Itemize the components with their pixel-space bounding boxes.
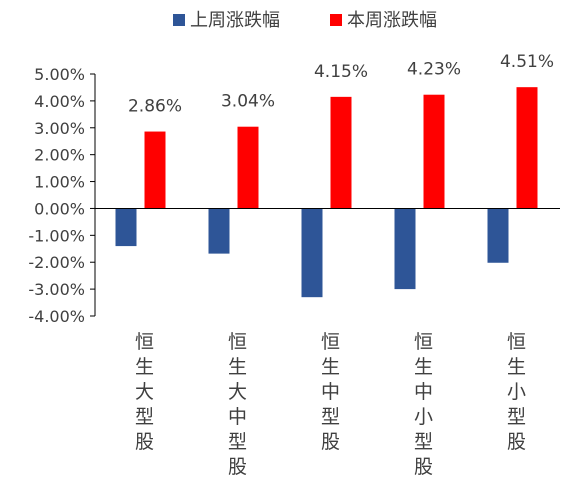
bar-this-week-2	[330, 96, 352, 209]
bar-this-week-1	[237, 126, 259, 209]
y-tick-label: -3.00%	[28, 280, 85, 299]
legend-swatch-last-week	[173, 14, 185, 26]
y-tick-label: 1.00%	[34, 173, 85, 192]
legend-label-this-week: 本周涨跌幅	[347, 10, 437, 31]
data-label-this-week-4: 4.51%	[500, 52, 554, 72]
y-tick-label: -4.00%	[28, 307, 85, 326]
x-category-label-3: 恒生中小型股	[414, 331, 433, 477]
bar-this-week-4	[516, 87, 538, 209]
bar-last-week-3	[394, 208, 416, 290]
y-tick-label: 5.00%	[34, 65, 85, 84]
legend-swatch-this-week	[330, 14, 342, 26]
legend-label-last-week: 上周涨跌幅	[190, 10, 280, 31]
y-tick-label: 0.00%	[34, 199, 85, 218]
y-tick-label: -2.00%	[28, 253, 85, 272]
data-label-this-week-3: 4.23%	[407, 60, 461, 80]
bar-this-week-3	[423, 94, 445, 209]
y-tick-label: 4.00%	[34, 92, 85, 111]
x-category-label-2: 恒生中型股	[321, 331, 340, 453]
y-axis: 5.00% 4.00% 3.00% 2.00% 1.00% 0.00% -1.00% -2.0…	[28, 65, 96, 326]
x-category-label-0: 恒生大型股	[135, 331, 154, 453]
bar-last-week-0	[115, 208, 137, 247]
bar-last-week-2	[301, 208, 323, 298]
data-label-this-week-0: 2.86%	[128, 97, 182, 117]
x-category-label-1: 恒生大中型股	[228, 331, 247, 477]
y-tick-label: 2.00%	[34, 146, 85, 165]
data-labels: 2.86% 3.04% 4.15% 4.23% 4.51%	[128, 52, 554, 116]
bars	[115, 87, 538, 298]
legend: 上周涨跌幅 本周涨跌幅	[173, 10, 437, 31]
data-label-this-week-2: 4.15%	[314, 62, 368, 82]
x-category-label-4: 恒生小型股	[507, 331, 526, 453]
data-label-this-week-1: 3.04%	[221, 92, 275, 112]
y-tick-label: 3.00%	[34, 119, 85, 138]
bar-last-week-4	[487, 208, 509, 263]
y-tick-label: -1.00%	[28, 226, 85, 245]
x-axis-labels: 恒生大型股 恒生大中型股 恒生中型股 恒生中小型股 恒生小型股	[135, 331, 526, 477]
bar-this-week-0	[144, 131, 166, 209]
bar-last-week-1	[208, 208, 230, 254]
